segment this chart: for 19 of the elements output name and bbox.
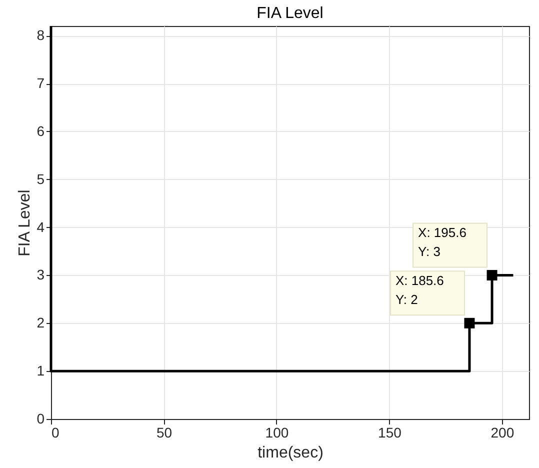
x-tick-label: 150 — [378, 424, 402, 440]
y-axis-title: FIA Level — [16, 190, 34, 256]
y-tick-label: 1 — [36, 362, 45, 379]
y-tick-label: 6 — [36, 122, 45, 139]
y-tick-label: 5 — [36, 170, 45, 187]
y-tick-label: 3 — [36, 266, 45, 283]
chart-title: FIA Level — [256, 4, 324, 22]
y-tick-label: 7 — [36, 75, 45, 92]
y-tick-label: 2 — [36, 314, 45, 331]
x-tick-label: 100 — [265, 424, 289, 440]
x-tick-label: 200 — [490, 424, 514, 440]
annotation: X: 195.6 Y: 3 — [418, 225, 466, 260]
annotation: X: 185.6 Y: 2 — [395, 273, 444, 308]
y-tick-label: 4 — [36, 218, 45, 235]
x-tick-label: 0 — [52, 424, 60, 440]
x-tick-label: 50 — [156, 424, 172, 440]
y-tick-label: 0 — [36, 410, 45, 426]
y-tick-label: 8 — [36, 27, 45, 44]
x-axis-title: time(sec) — [258, 444, 324, 462]
